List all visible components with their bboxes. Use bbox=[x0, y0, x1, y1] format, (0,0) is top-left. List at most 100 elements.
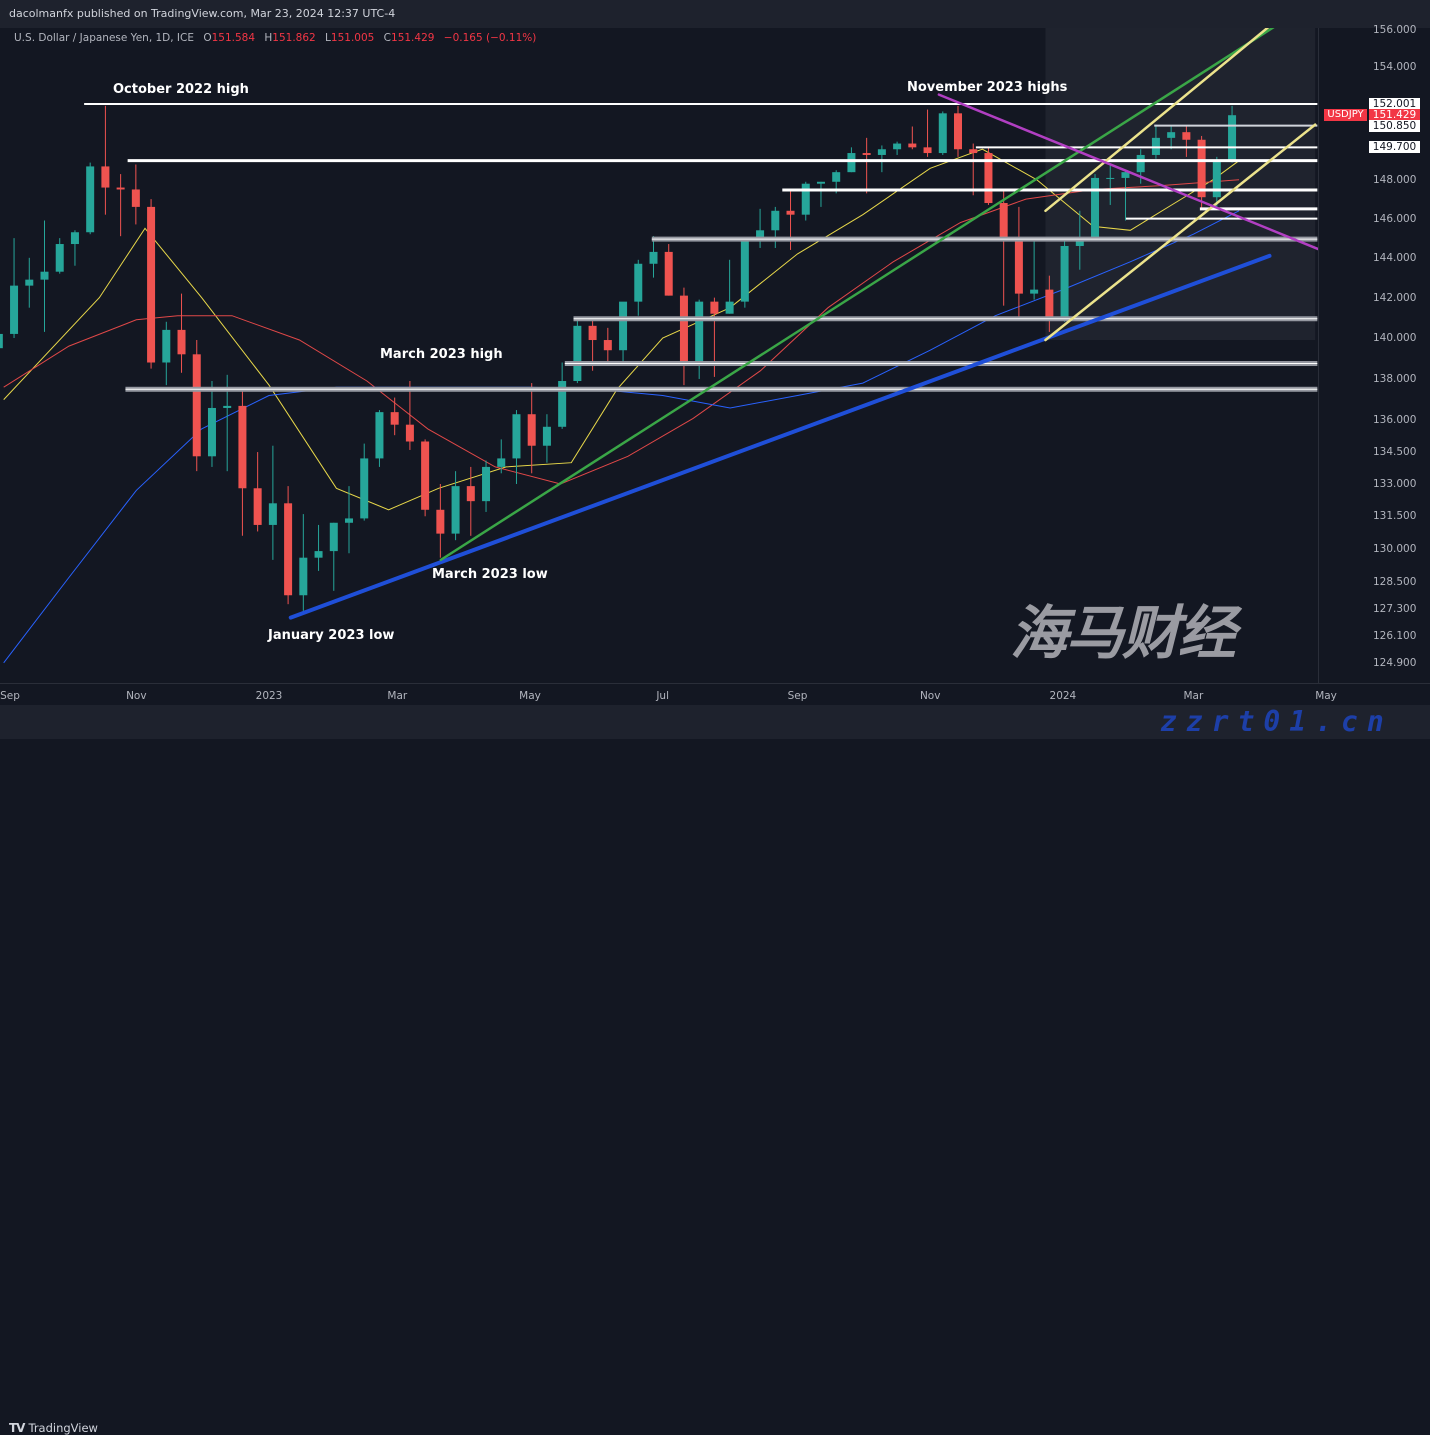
candle bbox=[329, 522, 338, 591]
candle bbox=[1182, 126, 1191, 157]
candle-body bbox=[1030, 289, 1039, 294]
price-tick: 140.000 bbox=[1373, 332, 1417, 344]
time-tick: Sep bbox=[787, 690, 808, 702]
blue-support-line bbox=[288, 253, 1272, 620]
candle-body bbox=[908, 143, 917, 148]
candle-body bbox=[268, 503, 277, 525]
moving-average-line-0 bbox=[3, 148, 1240, 511]
candle bbox=[10, 238, 19, 338]
price-tag: 151.429 bbox=[1369, 108, 1420, 121]
price-tag: 152.001 bbox=[1369, 97, 1420, 110]
candle bbox=[1091, 174, 1100, 241]
open-label: O bbox=[203, 32, 212, 44]
change-value: −0.165 (−0.11%) bbox=[443, 32, 537, 44]
candle bbox=[695, 299, 704, 379]
candle-body bbox=[1167, 132, 1176, 138]
price-chart[interactable] bbox=[0, 0, 1430, 739]
close-value: 151.429 bbox=[391, 32, 435, 44]
candle-body bbox=[436, 509, 445, 534]
candle-body bbox=[1045, 289, 1054, 318]
candle-body bbox=[70, 232, 79, 245]
candle-body bbox=[695, 301, 704, 363]
candle-body bbox=[786, 210, 795, 215]
candle bbox=[375, 410, 384, 467]
candle-body bbox=[116, 187, 125, 190]
candle bbox=[725, 259, 734, 314]
candle-body bbox=[375, 412, 384, 459]
candle-body bbox=[497, 458, 506, 467]
time-tick: Mar bbox=[387, 690, 408, 702]
low-label: L bbox=[325, 32, 331, 44]
candle bbox=[740, 238, 749, 308]
candle bbox=[679, 287, 688, 386]
candle-body bbox=[710, 301, 719, 314]
publish-bar: dacolmanfx published on TradingView.com,… bbox=[0, 0, 1430, 28]
candle bbox=[862, 137, 871, 194]
candle bbox=[984, 147, 993, 205]
tradingview-logo-icon: TV bbox=[9, 1421, 26, 1435]
candle-body bbox=[847, 153, 856, 173]
candle bbox=[603, 327, 612, 365]
candle-body bbox=[238, 405, 247, 489]
candle-body bbox=[634, 263, 643, 302]
candle-body bbox=[619, 301, 628, 351]
purple-resistance-line bbox=[937, 93, 1318, 251]
time-tick: 2023 bbox=[255, 690, 283, 702]
price-axis[interactable] bbox=[1318, 28, 1430, 683]
candle bbox=[451, 471, 460, 541]
candle bbox=[345, 486, 353, 554]
candle-body bbox=[877, 149, 886, 155]
candle bbox=[238, 389, 247, 536]
candle bbox=[923, 109, 932, 157]
symbol-legend: U.S. Dollar / Japanese Yen, 1D, ICE O151… bbox=[14, 32, 536, 44]
candle bbox=[116, 174, 125, 237]
candle-body bbox=[954, 113, 962, 150]
price-tick: 136.000 bbox=[1373, 414, 1417, 427]
trendlines bbox=[288, 28, 1318, 620]
candle-body bbox=[923, 147, 932, 154]
candle-body bbox=[25, 279, 34, 286]
annotation-january-2023-low: January 2023 low bbox=[268, 628, 395, 643]
candle bbox=[664, 244, 673, 296]
candle bbox=[1121, 170, 1130, 221]
candle bbox=[816, 181, 825, 207]
candle-body bbox=[177, 329, 186, 355]
candle-body bbox=[345, 518, 353, 523]
candle-body bbox=[55, 244, 64, 272]
candle bbox=[1212, 156, 1221, 207]
candle bbox=[573, 319, 582, 384]
candle-body bbox=[314, 551, 323, 558]
candle bbox=[360, 443, 369, 521]
time-tick: May bbox=[1315, 690, 1337, 702]
time-axis[interactable] bbox=[0, 683, 1430, 706]
watermark-logo: 海马财经 bbox=[1010, 599, 1236, 667]
candle bbox=[162, 321, 171, 386]
candle bbox=[299, 514, 308, 611]
candle bbox=[284, 486, 293, 605]
candle bbox=[1167, 126, 1176, 150]
candle-body bbox=[1091, 177, 1100, 241]
candle-body bbox=[223, 405, 232, 408]
candle bbox=[25, 257, 34, 308]
tradingview-logo[interactable]: TV TradingView bbox=[9, 1421, 98, 1435]
candle-body bbox=[421, 441, 430, 510]
time-tick: 2024 bbox=[1049, 690, 1077, 702]
price-tick: 148.000 bbox=[1373, 173, 1417, 186]
candle-body bbox=[984, 153, 993, 204]
candle-body bbox=[192, 354, 201, 457]
candles bbox=[0, 105, 1237, 611]
price-tick: 154.000 bbox=[1373, 60, 1417, 73]
green-trend-line bbox=[439, 28, 1275, 562]
candle bbox=[756, 208, 765, 248]
time-tick: Nov bbox=[919, 690, 941, 702]
horizontal-levels bbox=[84, 102, 1318, 392]
candle bbox=[1030, 240, 1039, 300]
candle-body bbox=[573, 325, 582, 382]
price-tick: 138.000 bbox=[1373, 372, 1417, 385]
channel-lower-line bbox=[1044, 123, 1317, 342]
candle bbox=[405, 381, 414, 450]
candle bbox=[207, 381, 216, 467]
price-tick: 130.000 bbox=[1373, 542, 1417, 555]
candle-body bbox=[999, 203, 1008, 241]
annotation-october-2022-high: October 2022 high bbox=[113, 82, 249, 97]
